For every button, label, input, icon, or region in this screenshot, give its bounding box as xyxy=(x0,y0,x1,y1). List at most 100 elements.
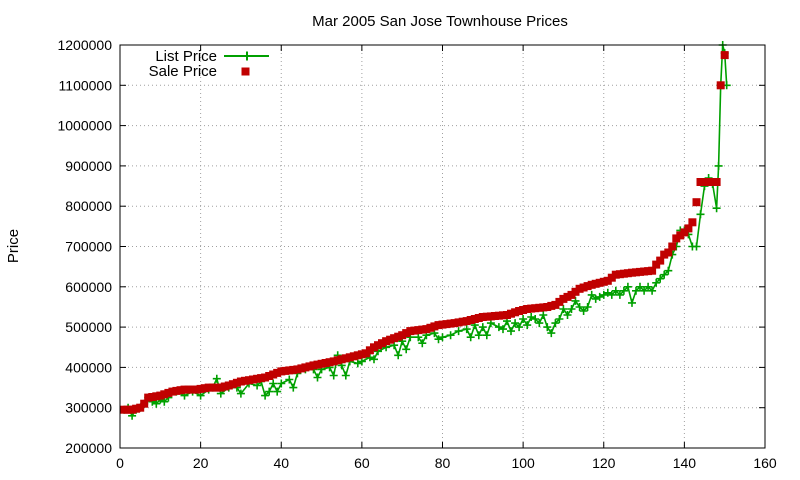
legend-label-sale-price: Sale Price xyxy=(149,63,217,80)
y-tick-label: 900000 xyxy=(65,158,112,174)
sale-price-point xyxy=(494,311,503,320)
x-tick-label: 60 xyxy=(354,455,370,471)
list-price-point xyxy=(640,286,649,295)
sale-price-point xyxy=(261,373,270,382)
sale-price-point xyxy=(160,390,169,399)
list-price-point xyxy=(579,307,588,315)
list-price-point xyxy=(644,282,653,291)
list-price-point xyxy=(575,303,584,311)
list-price-point xyxy=(615,290,624,299)
list-price-point xyxy=(212,374,221,383)
x-tick-label: 100 xyxy=(511,455,535,471)
list-price-point xyxy=(269,379,278,388)
sale-price-point xyxy=(684,224,693,233)
sale-price-point xyxy=(442,320,451,329)
sale-price-point xyxy=(676,231,685,240)
sale-price-point xyxy=(273,368,282,377)
x-tick-label: 20 xyxy=(193,455,209,471)
sale-price-point xyxy=(337,355,346,364)
legend-label-list-price: List Price xyxy=(155,48,217,65)
list-price-point xyxy=(289,383,298,392)
list-price-point xyxy=(152,399,161,408)
sale-price-point xyxy=(325,358,334,367)
sale-price-point xyxy=(196,384,205,393)
y-tick-label: 1000000 xyxy=(57,118,112,134)
list-price-point xyxy=(563,311,572,319)
sale-price-point xyxy=(353,351,362,360)
list-price-point xyxy=(353,359,362,368)
y-tick-label: 800000 xyxy=(65,198,112,214)
sale-price-point xyxy=(120,405,128,414)
list-price-point xyxy=(660,270,669,279)
sale-price-point xyxy=(390,334,399,343)
y-tick-label: 300000 xyxy=(65,400,112,416)
list-price-point xyxy=(623,282,632,291)
list-price-point xyxy=(587,290,596,299)
list-price-point xyxy=(551,319,560,328)
sale-price-point xyxy=(184,385,193,394)
list-price-point xyxy=(628,298,636,307)
list-price-point xyxy=(539,311,548,319)
sale-price-point xyxy=(648,266,657,275)
sale-price-point xyxy=(365,346,374,355)
list-price-point xyxy=(656,274,665,283)
sale-price-point xyxy=(664,248,673,257)
list-price-point xyxy=(555,315,564,323)
sale-price-point xyxy=(688,218,697,227)
sale-price-point xyxy=(313,360,322,369)
list-price-point xyxy=(277,379,286,388)
list-price-point xyxy=(714,161,723,170)
x-tick-label: 120 xyxy=(592,455,616,471)
axis-ticks: 0 20 40 60 80 100 120 140 160 200000 300000 400000 5… xyxy=(57,37,776,471)
sale-price-point xyxy=(236,377,245,386)
y-axis-label: Price xyxy=(5,229,22,263)
sale-price-point xyxy=(289,365,298,374)
list-price-point xyxy=(664,266,673,275)
list-price-point xyxy=(494,323,503,332)
list-price-point xyxy=(265,387,274,396)
sale-price-point xyxy=(402,329,411,338)
sale-price-point xyxy=(144,393,153,402)
list-price-point xyxy=(607,290,616,299)
plot-frame xyxy=(119,44,766,449)
list-price-point xyxy=(478,323,487,332)
list-price-point xyxy=(632,286,640,295)
sale-price-point xyxy=(623,269,632,278)
list-price-point xyxy=(519,315,528,323)
sale-price-point xyxy=(466,316,475,324)
list-price-point xyxy=(261,391,270,400)
list-price-point xyxy=(236,389,245,398)
sale-price-point xyxy=(636,267,644,276)
sale-price-point xyxy=(172,386,181,395)
list-price-point xyxy=(253,381,262,390)
sale-price-point xyxy=(583,282,592,291)
list-price-point xyxy=(611,286,620,295)
list-price-point xyxy=(329,371,338,380)
list-price-point xyxy=(636,282,644,291)
sale-price-point xyxy=(559,294,568,303)
sale-price-point xyxy=(507,309,515,318)
sale-price-point xyxy=(378,339,386,348)
x-tick-label: 140 xyxy=(673,455,697,471)
sale-price-point xyxy=(656,256,665,265)
legend: List Price Sale Price xyxy=(149,48,269,80)
y-tick-label: 600000 xyxy=(65,279,112,295)
sale-price-point xyxy=(571,287,580,296)
sale-price-point xyxy=(595,278,604,287)
sale-price-point xyxy=(712,178,721,186)
sale-price-point xyxy=(660,250,669,259)
list-price-point xyxy=(648,286,657,295)
list-price-point xyxy=(595,292,604,301)
list-price-point xyxy=(515,323,524,332)
sale-price-point xyxy=(249,375,257,384)
list-price-point xyxy=(652,278,661,287)
sale-price-point xyxy=(208,383,217,392)
sale-price-point xyxy=(716,81,725,90)
y-tick-label: 400000 xyxy=(65,359,112,375)
legend-marker-list-price xyxy=(242,51,252,61)
chart-title: Mar 2005 San Jose Townhouse Prices xyxy=(312,13,568,30)
list-price-point xyxy=(712,204,721,213)
y-tick-label: 700000 xyxy=(65,239,112,255)
list-price-point xyxy=(696,210,705,219)
